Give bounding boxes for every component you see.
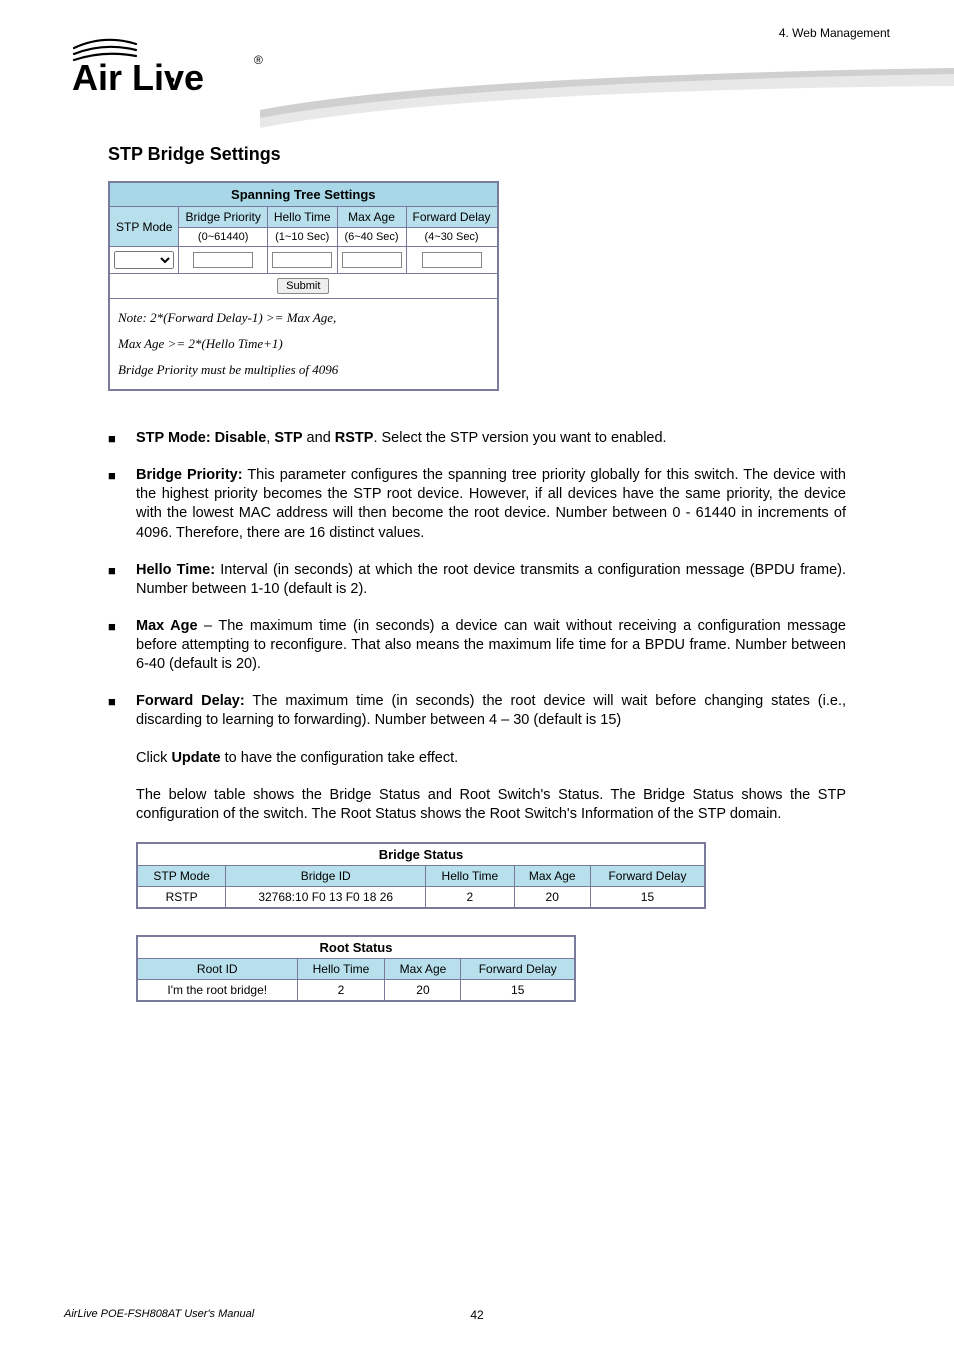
settings-note: Note: 2*(Forward Delay-1) >= Max Age, Ma… xyxy=(109,299,498,391)
bullet-stp-mode: STP Mode: Disable, STP and RSTP. Select … xyxy=(108,429,846,448)
rs-r2: 20 xyxy=(385,979,461,1001)
spanning-tree-settings-table: Spanning Tree Settings STP Mode Bridge P… xyxy=(108,181,499,391)
rs-r3: 15 xyxy=(461,979,575,1001)
root-status-title: Root Status xyxy=(137,936,575,959)
bs-r3: 20 xyxy=(514,886,590,908)
rs-h0: Root ID xyxy=(137,958,297,979)
bridge-status-title: Bridge Status xyxy=(137,843,705,866)
col-hello-time: Hello Time xyxy=(267,207,337,228)
range-forward-delay: (4~30 Sec) xyxy=(406,228,498,247)
submit-button[interactable]: Submit xyxy=(277,278,329,294)
brand-logo: Air Live ® xyxy=(64,30,890,100)
hello-time-input[interactable] xyxy=(272,252,332,268)
page-footer: AirLive POE-FSH808AT User's Manual 42 xyxy=(64,1308,890,1320)
bs-h1: Bridge ID xyxy=(226,865,426,886)
bs-h2: Hello Time xyxy=(426,865,514,886)
bullet-bridge-priority: Bridge Priority: This parameter configur… xyxy=(108,466,846,543)
rs-r1: 2 xyxy=(297,979,385,1001)
rs-h1: Hello Time xyxy=(297,958,385,979)
range-bridge-priority: (0~61440) xyxy=(179,228,267,247)
stp-mode-select[interactable] xyxy=(114,251,174,269)
bs-h4: Forward Delay xyxy=(590,865,705,886)
max-age-input[interactable] xyxy=(342,252,402,268)
bridge-status-table: Bridge Status STP Mode Bridge ID Hello T… xyxy=(136,842,706,909)
range-max-age: (6~40 Sec) xyxy=(337,228,406,247)
bs-r4: 15 xyxy=(590,886,705,908)
page-number: 42 xyxy=(470,1308,483,1322)
bs-h3: Max Age xyxy=(514,865,590,886)
bridge-priority-input[interactable] xyxy=(193,252,253,268)
col-bridge-priority: Bridge Priority xyxy=(179,207,267,228)
forward-delay-input[interactable] xyxy=(422,252,482,268)
bullet-hello-time: Hello Time: Interval (in seconds) at whi… xyxy=(108,561,846,599)
bs-r1: 32768:10 F0 13 F0 18 26 xyxy=(226,886,426,908)
rs-r0: I'm the root bridge! xyxy=(137,979,297,1001)
section-title: STP Bridge Settings xyxy=(108,144,890,165)
settings-title: Spanning Tree Settings xyxy=(109,182,498,207)
svg-text:Air Live: Air Live xyxy=(72,57,204,98)
rs-h2: Max Age xyxy=(385,958,461,979)
manual-title: AirLive POE-FSH808AT User's Manual xyxy=(64,1308,254,1320)
svg-text:®: ® xyxy=(254,53,263,67)
bs-r2: 2 xyxy=(426,886,514,908)
update-line: Click Update to have the configuration t… xyxy=(108,749,846,768)
stp-mode-label: STP Mode xyxy=(109,207,179,247)
chapter-label: 4. Web Management xyxy=(779,26,890,40)
range-hello-time: (1~10 Sec) xyxy=(267,228,337,247)
bullet-forward-delay: Forward Delay: The maximum time (in seco… xyxy=(108,692,846,730)
col-forward-delay: Forward Delay xyxy=(406,207,498,228)
bs-r0: RSTP xyxy=(137,886,226,908)
root-status-table: Root Status Root ID Hello Time Max Age F… xyxy=(136,935,576,1002)
rs-h3: Forward Delay xyxy=(461,958,575,979)
below-table-paragraph: The below table shows the Bridge Status … xyxy=(108,786,846,824)
col-max-age: Max Age xyxy=(337,207,406,228)
bullet-max-age: Max Age – The maximum time (in seconds) … xyxy=(108,617,846,674)
bs-h0: STP Mode xyxy=(137,865,226,886)
